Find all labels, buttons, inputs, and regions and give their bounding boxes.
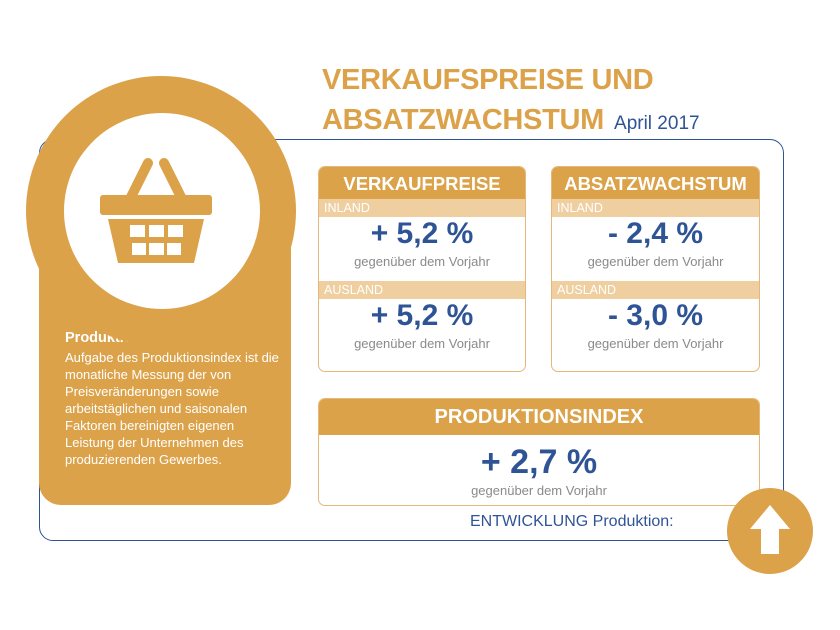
produktionsindex-note: gegenüber dem Vorjahr [471,483,607,498]
entwicklung-label: ENTWICKLUNG Produktion: [470,513,674,530]
produktionsindex-title: PRODUKTIONSINDEX [319,399,759,435]
verkaufspreise-inland-note: gegenüber dem Vorjahr [354,254,490,269]
verkaufspreise-ausland-note: gegenüber dem Vorjahr [354,336,490,351]
verkaufspreise-ausland-label: AUSLAND [319,281,525,299]
absatzwachstum-inland-value: - 2,4 % [607,217,704,250]
verkaufspreise-inland-label: INLAND [319,199,525,217]
absatzwachstum-ausland-value: - 3,0 % [607,299,704,332]
arrow-up-icon [750,505,790,554]
verkaufspreise-inland-value: + 5,2 % [370,217,474,250]
verkaufspreise-box: VERKAUFPREISE INLAND + 5,2 % gegenüber d… [318,166,526,372]
shopping-basket-icon [98,155,214,272]
produktionsindex-box: PRODUKTIONSINDEX + 2,7 % gegenüber dem V… [318,398,760,506]
title-line-1: VERKAUFSPREISE UND [322,64,654,96]
info-text: Produktionsindex: Aufgabe des Produktion… [65,330,281,468]
absatzwachstum-box: ABSATZWACHSTUM INLAND - 2,4 % gegenüber … [551,166,760,372]
verkaufspreise-title: VERKAUFPREISE [319,167,525,199]
title-line-2-text: ABSATZWACHSTUM [322,104,605,136]
produktionsindex-value: + 2,7 % [480,443,598,481]
absatzwachstum-ausland-note: gegenüber dem Vorjahr [587,336,724,351]
info-description: Aufgabe des Produktionsindex ist die mon… [65,350,279,467]
page-title: VERKAUFSPREISE UND ABSATZWACHSTUM April 2… [322,60,700,144]
verkaufspreise-ausland-value: + 5,2 % [370,299,474,332]
absatzwachstum-ausland-label: AUSLAND [552,281,759,299]
absatzwachstum-title: ABSATZWACHSTUM [552,167,759,199]
title-line-2: ABSATZWACHSTUM April 2017 [322,100,700,144]
absatzwachstum-inland-note: gegenüber dem Vorjahr [587,254,724,269]
absatzwachstum-inland-label: INLAND [552,199,759,217]
trend-indicator [727,488,813,574]
date-label: April 2017 [614,113,700,134]
